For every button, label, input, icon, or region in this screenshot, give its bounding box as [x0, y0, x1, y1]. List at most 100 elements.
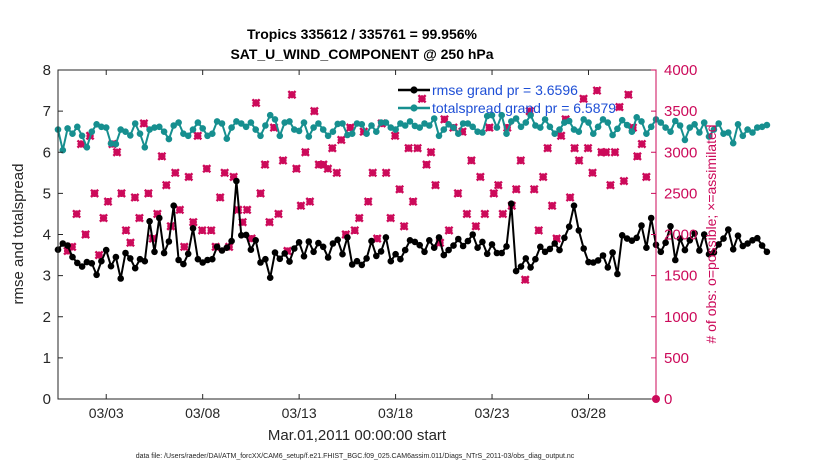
series-point-rmse — [430, 244, 438, 251]
series-point-rmse — [180, 260, 187, 268]
obs-count-marker — [583, 143, 593, 153]
series-point-totalspread — [112, 140, 120, 148]
series-point-totalspread — [469, 123, 477, 131]
series-point-rmse — [117, 275, 124, 282]
obs-count-marker — [475, 172, 485, 182]
obs-count-marker — [552, 234, 562, 244]
x-tick-label: 03/13 — [282, 405, 317, 421]
obs-count-marker — [256, 188, 265, 198]
obs-count-marker — [215, 193, 225, 202]
series-point-totalspread — [672, 117, 679, 125]
data-file-footnote: data file: /Users/raeder/DAI/ATM_forcXX/… — [136, 453, 575, 460]
series-point-rmse — [127, 255, 134, 262]
series-point-totalspread — [541, 116, 549, 123]
series-point-rmse — [575, 227, 583, 234]
series-point-totalspread — [334, 120, 342, 128]
series-point-totalspread — [107, 140, 115, 147]
series-point-rmse — [599, 252, 607, 259]
chart-subtitle: SAT_U_WIND_COMPONENT @ 250 hPa — [230, 46, 493, 62]
obs-count-marker — [323, 164, 333, 174]
y-axis-label-left: rmse and totalspread — [10, 164, 27, 305]
series-point-rmse — [305, 238, 313, 245]
series-point-totalspread — [184, 132, 192, 140]
series-point-rmse — [401, 246, 409, 254]
series-point-totalspread — [450, 124, 457, 131]
obs-count-marker — [614, 102, 624, 112]
series-point-totalspread — [594, 123, 602, 131]
series-point-rmse — [387, 257, 395, 265]
series-point-rmse — [353, 257, 361, 265]
series-point-totalspread — [546, 123, 554, 131]
series-point-rmse — [643, 244, 650, 251]
obs-count-marker — [480, 209, 490, 219]
obs-count-marker — [90, 188, 100, 198]
series-point-rmse — [450, 242, 457, 249]
obs-count-marker — [462, 209, 472, 219]
series-point-totalspread — [734, 121, 742, 128]
series-point-totalspread — [189, 126, 197, 133]
series-point-totalspread — [618, 116, 626, 124]
left-tick-label: 7 — [43, 103, 51, 120]
obs-count-marker — [269, 123, 279, 133]
obs-count-marker — [318, 160, 328, 170]
series-point-rmse — [561, 234, 568, 242]
series-point-totalspread — [599, 116, 607, 123]
obs-count-marker — [336, 135, 346, 145]
series-point-totalspread — [565, 117, 573, 125]
obs-count-marker — [247, 234, 257, 244]
obs-count-marker — [511, 184, 521, 194]
left-tick-label: 8 — [43, 62, 51, 79]
series-point-rmse — [310, 248, 317, 256]
series-point-totalspread — [623, 121, 631, 129]
series-point-rmse — [392, 250, 399, 258]
left-axis-ticks: 0 1 2 3 4 5 6 7 8 — [43, 62, 63, 408]
series-point-rmse — [570, 202, 578, 209]
series-point-totalspread — [585, 119, 592, 126]
obs-count-marker — [623, 90, 633, 100]
obs-count-marker — [641, 172, 651, 182]
series-point-rmse — [479, 238, 486, 246]
series-point-rmse — [170, 202, 177, 209]
series-point-totalspread — [710, 126, 718, 133]
series-point-totalspread — [537, 124, 544, 131]
series-point-totalspread — [430, 115, 438, 122]
series-point-totalspread — [348, 130, 356, 137]
series-point-rmse — [696, 247, 703, 254]
series-point-rmse — [676, 235, 684, 242]
series-point-totalspread — [266, 111, 274, 119]
obs-count-marker — [561, 114, 571, 124]
obs-count-marker — [395, 184, 405, 194]
left-tick-label: 4 — [43, 227, 51, 244]
series-point-totalspread — [739, 132, 747, 140]
obs-count-marker — [345, 123, 355, 133]
series-point-rmse — [122, 249, 129, 257]
obs-count-marker — [637, 139, 647, 149]
series-point-rmse — [729, 246, 737, 253]
x-tick-label: 03/08 — [185, 405, 220, 421]
series-point-rmse — [146, 218, 153, 225]
obs-count-marker — [570, 143, 580, 153]
series-point-rmse — [672, 256, 679, 264]
right-tick-label: 3000 — [664, 144, 697, 161]
series-point-totalspread — [102, 124, 110, 131]
obs-count-marker — [368, 168, 378, 178]
series-point-totalspread — [78, 132, 86, 140]
obs-count-marker — [179, 242, 189, 252]
series-point-totalspread — [705, 133, 713, 140]
obs-count-marker — [121, 225, 131, 235]
series-point-rmse — [257, 259, 264, 266]
series-point-totalspread — [83, 144, 91, 151]
series-point-totalspread — [218, 120, 226, 127]
series-point-totalspread — [363, 130, 370, 137]
obs-count-marker — [498, 209, 508, 219]
chart-title: Tropics 335612 / 335761 = 99.956% — [247, 26, 478, 42]
series-point-rmse — [715, 241, 722, 248]
series-point-totalspread — [271, 116, 279, 123]
x-axis-ticks: 03/03 03/08 03/13 03/18 03/23 03/28 — [89, 70, 606, 421]
series-point-totalspread — [406, 118, 414, 125]
obs-count-marker — [72, 209, 82, 219]
series-point-rmse — [725, 226, 732, 233]
series-point-totalspread — [238, 120, 245, 127]
series-point-totalspread — [165, 135, 173, 143]
series-point-totalspread — [315, 120, 322, 127]
